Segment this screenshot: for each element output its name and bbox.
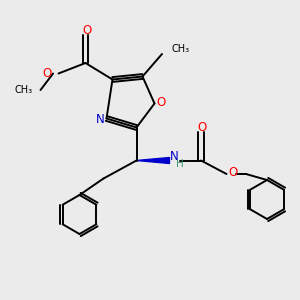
Text: CH₃: CH₃ bbox=[15, 85, 33, 95]
Text: O: O bbox=[157, 95, 166, 109]
Text: N: N bbox=[169, 150, 178, 164]
Text: CH₃: CH₃ bbox=[171, 44, 189, 55]
Text: H: H bbox=[176, 159, 183, 169]
Text: O: O bbox=[229, 166, 238, 179]
Text: O: O bbox=[198, 121, 207, 134]
Text: O: O bbox=[43, 67, 52, 80]
Text: O: O bbox=[82, 23, 91, 37]
Polygon shape bbox=[136, 158, 169, 164]
Text: N: N bbox=[95, 112, 104, 126]
